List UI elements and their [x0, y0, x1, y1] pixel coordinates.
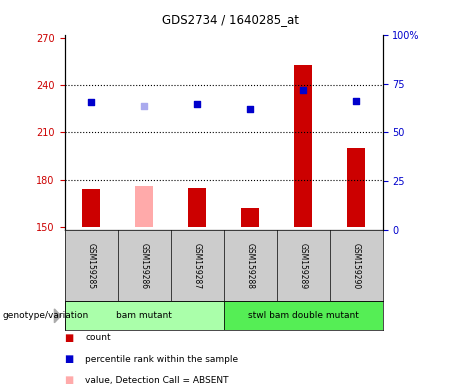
Text: percentile rank within the sample: percentile rank within the sample — [85, 354, 238, 364]
Text: ■: ■ — [65, 354, 74, 364]
Point — [193, 101, 201, 107]
Point — [88, 99, 95, 106]
Polygon shape — [54, 309, 61, 323]
Text: GDS2734 / 1640285_at: GDS2734 / 1640285_at — [162, 13, 299, 26]
Text: ■: ■ — [65, 375, 74, 384]
Text: ■: ■ — [65, 333, 74, 343]
FancyBboxPatch shape — [224, 301, 383, 330]
Bar — [82, 189, 100, 227]
Point — [300, 87, 307, 93]
Point — [352, 98, 360, 104]
Point — [246, 106, 254, 112]
Bar — [347, 148, 366, 227]
Text: GSM159290: GSM159290 — [352, 243, 361, 289]
Bar — [135, 186, 154, 227]
Text: bam mutant: bam mutant — [116, 311, 172, 320]
Text: GSM159289: GSM159289 — [299, 243, 307, 289]
Bar — [294, 65, 313, 227]
Text: GSM159287: GSM159287 — [193, 243, 201, 289]
Text: count: count — [85, 333, 111, 343]
Point — [140, 103, 148, 109]
Text: value, Detection Call = ABSENT: value, Detection Call = ABSENT — [85, 376, 229, 384]
Text: GSM159288: GSM159288 — [246, 243, 254, 289]
Text: GSM159285: GSM159285 — [87, 243, 95, 289]
Bar — [188, 188, 207, 227]
Text: stwl bam double mutant: stwl bam double mutant — [248, 311, 359, 320]
Text: GSM159286: GSM159286 — [140, 243, 148, 289]
Bar — [241, 208, 260, 227]
Text: genotype/variation: genotype/variation — [2, 311, 89, 320]
FancyBboxPatch shape — [65, 301, 224, 330]
